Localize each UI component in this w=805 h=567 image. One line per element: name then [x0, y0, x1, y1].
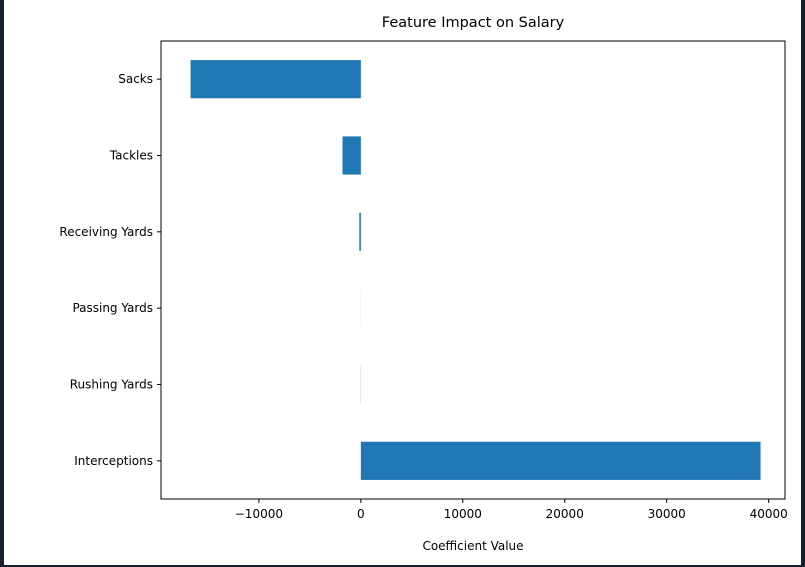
x-tick-label: −10000 — [235, 507, 283, 521]
bar-sacks — [190, 60, 361, 99]
x-axis: −10000 0 10000 20000 30000 40000 — [235, 499, 788, 521]
x-tick-label: 30000 — [648, 507, 686, 521]
y-tick-label: Passing Yards — [72, 301, 153, 315]
bars-group — [190, 60, 761, 480]
y-tick-label: Receiving Yards — [59, 225, 153, 239]
x-tick-label: 40000 — [750, 507, 788, 521]
plot-area-frame — [160, 40, 786, 500]
chart-figure: Feature Impact on Salary Interceptions Ru… — [4, 0, 801, 565]
y-tick-label: Tackles — [109, 149, 153, 163]
x-tick-label: 20000 — [546, 507, 584, 521]
x-tick-label: 0 — [357, 507, 365, 521]
bar-chart: Feature Impact on Salary Interceptions Ru… — [59, 15, 788, 553]
y-tick-label: Rushing Yards — [70, 378, 153, 392]
bar-interceptions — [360, 441, 761, 480]
y-tick-label: Sacks — [118, 72, 153, 86]
x-axis-label: Coefficient Value — [422, 539, 523, 553]
bar-tackles — [342, 136, 361, 175]
chart-title: Feature Impact on Salary — [382, 15, 565, 31]
y-tick-label: Interceptions — [74, 454, 153, 468]
x-tick-label: 10000 — [444, 507, 482, 521]
bar-receiving-yards — [359, 212, 361, 251]
y-axis: Interceptions Rushing Yards Passing Yards R… — [59, 72, 161, 468]
